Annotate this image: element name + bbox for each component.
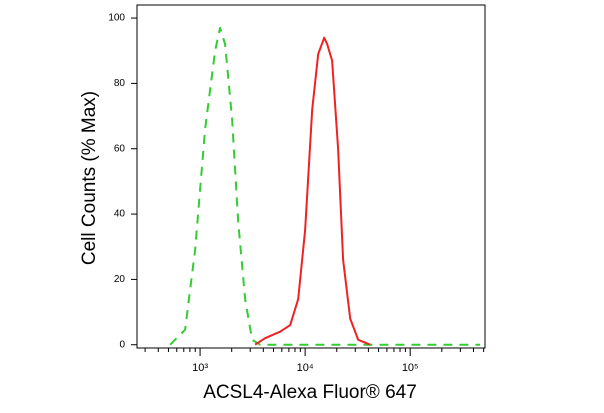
series-line bbox=[169, 26, 481, 346]
y-tick-label: 100 bbox=[108, 13, 125, 24]
x-axis-label: ACSL4-Alexa Fluor® 647 bbox=[203, 382, 417, 403]
y-tick-label: 0 bbox=[119, 339, 125, 350]
x-tick-label: 10³ bbox=[192, 362, 208, 374]
x-tick-label: 10⁵ bbox=[402, 362, 419, 374]
y-tick-label: 40 bbox=[114, 209, 126, 220]
plot-frame bbox=[136, 4, 486, 349]
y-tick-label: 20 bbox=[114, 274, 126, 285]
x-tick-label: 10⁴ bbox=[297, 362, 314, 374]
y-tick-label: 60 bbox=[114, 143, 126, 154]
y-tick-label: 80 bbox=[114, 78, 126, 89]
series-line bbox=[254, 36, 371, 346]
y-axis-label: Cell Counts (% Max) bbox=[79, 91, 100, 265]
